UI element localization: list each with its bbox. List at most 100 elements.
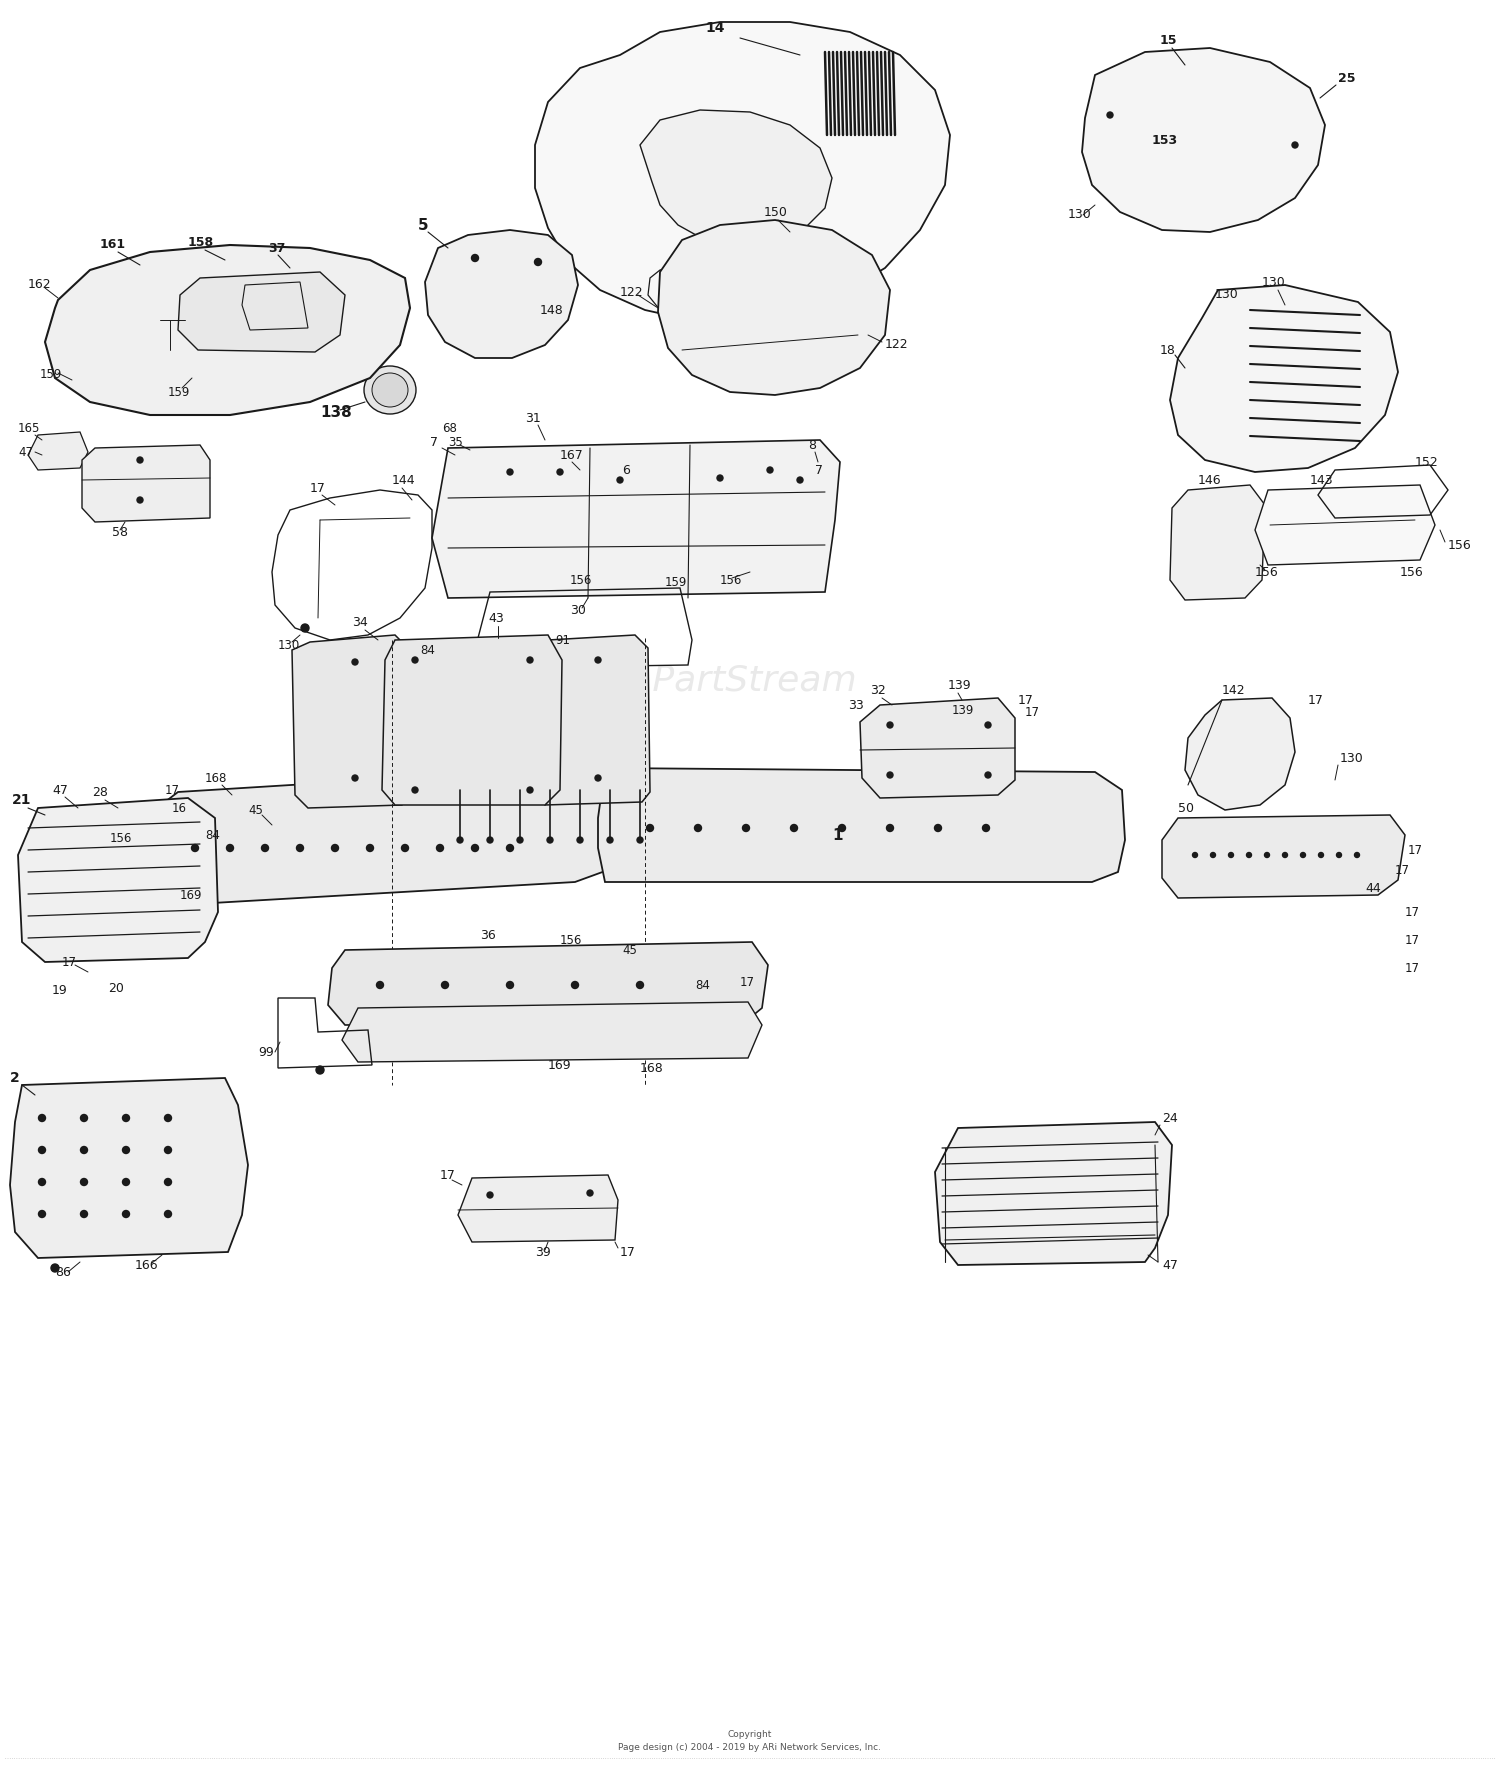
- Text: 17: 17: [440, 1169, 456, 1181]
- Circle shape: [526, 657, 532, 662]
- Circle shape: [352, 659, 358, 664]
- Circle shape: [534, 259, 542, 265]
- Text: 130: 130: [1340, 751, 1364, 764]
- Circle shape: [766, 467, 772, 472]
- Text: 153: 153: [1152, 133, 1178, 146]
- Circle shape: [1228, 852, 1233, 858]
- Polygon shape: [28, 432, 88, 471]
- Text: 139: 139: [948, 678, 972, 691]
- Ellipse shape: [372, 373, 408, 407]
- Circle shape: [717, 474, 723, 481]
- Ellipse shape: [148, 272, 162, 284]
- Text: 25: 25: [1338, 71, 1356, 85]
- Circle shape: [51, 1265, 58, 1272]
- Circle shape: [1210, 852, 1215, 858]
- Text: 15: 15: [1160, 34, 1178, 46]
- Text: 99: 99: [258, 1046, 273, 1058]
- Text: 30: 30: [570, 604, 586, 616]
- Circle shape: [556, 469, 562, 474]
- Circle shape: [796, 478, 802, 483]
- Text: 159: 159: [40, 368, 63, 382]
- Text: 39: 39: [536, 1245, 550, 1259]
- Text: 1: 1: [833, 828, 843, 842]
- Polygon shape: [382, 636, 562, 805]
- Text: 130: 130: [1262, 275, 1286, 288]
- Polygon shape: [1185, 698, 1294, 810]
- Text: 50: 50: [1178, 801, 1194, 815]
- Circle shape: [986, 723, 992, 728]
- Text: 28: 28: [92, 785, 108, 799]
- Text: 91: 91: [555, 634, 570, 646]
- Polygon shape: [1256, 485, 1436, 565]
- Circle shape: [596, 657, 602, 662]
- Circle shape: [507, 469, 513, 474]
- Text: 162: 162: [28, 279, 51, 291]
- Circle shape: [1292, 142, 1298, 147]
- Polygon shape: [658, 220, 890, 394]
- Text: 122: 122: [620, 286, 644, 298]
- Text: 139: 139: [952, 703, 975, 716]
- Text: 86: 86: [56, 1266, 70, 1279]
- Text: 18: 18: [1160, 343, 1176, 357]
- Ellipse shape: [444, 696, 500, 744]
- Text: 161: 161: [100, 238, 126, 252]
- Polygon shape: [178, 272, 345, 352]
- Circle shape: [352, 774, 358, 781]
- Circle shape: [123, 1179, 129, 1186]
- Circle shape: [81, 1179, 87, 1186]
- Text: 68: 68: [442, 421, 458, 435]
- Circle shape: [136, 456, 142, 464]
- Text: 152: 152: [1414, 455, 1438, 469]
- Text: 47: 47: [1162, 1259, 1178, 1272]
- Circle shape: [366, 845, 374, 851]
- Text: 17: 17: [1308, 693, 1324, 707]
- Text: 7: 7: [815, 464, 824, 476]
- Polygon shape: [530, 636, 650, 805]
- Circle shape: [507, 982, 513, 989]
- Circle shape: [81, 1147, 87, 1153]
- Circle shape: [1336, 852, 1341, 858]
- Circle shape: [192, 845, 198, 851]
- Circle shape: [694, 824, 702, 831]
- Polygon shape: [342, 1002, 762, 1062]
- Ellipse shape: [146, 320, 195, 361]
- Text: 7: 7: [430, 435, 438, 449]
- Circle shape: [471, 254, 478, 261]
- Circle shape: [458, 836, 464, 844]
- Text: 17: 17: [740, 975, 754, 989]
- Circle shape: [886, 723, 892, 728]
- Text: 17: 17: [310, 481, 326, 494]
- Text: 130: 130: [1068, 208, 1092, 222]
- Polygon shape: [292, 636, 410, 808]
- Text: 44: 44: [1365, 881, 1380, 895]
- Circle shape: [302, 623, 309, 632]
- Polygon shape: [142, 767, 608, 906]
- Circle shape: [413, 657, 419, 662]
- Circle shape: [578, 836, 584, 844]
- Ellipse shape: [474, 307, 502, 329]
- Circle shape: [136, 497, 142, 503]
- Text: ARi PartStream: ARi PartStream: [582, 662, 858, 696]
- Text: Copyright
Page design (c) 2004 - 2019 by ARi Network Services, Inc.: Copyright Page design (c) 2004 - 2019 by…: [618, 1730, 882, 1751]
- Text: 122: 122: [885, 339, 909, 352]
- Circle shape: [1107, 112, 1113, 117]
- Ellipse shape: [364, 366, 416, 414]
- Circle shape: [1246, 852, 1251, 858]
- Text: 159: 159: [664, 575, 687, 588]
- Polygon shape: [859, 698, 1016, 797]
- Text: 36: 36: [480, 929, 495, 941]
- Text: 17: 17: [1395, 863, 1410, 877]
- Circle shape: [226, 845, 234, 851]
- Circle shape: [586, 1190, 592, 1195]
- Ellipse shape: [470, 247, 540, 298]
- Circle shape: [123, 1115, 129, 1121]
- Text: 17: 17: [62, 955, 76, 968]
- Circle shape: [526, 787, 532, 794]
- Circle shape: [790, 824, 798, 831]
- Text: 84: 84: [206, 828, 220, 842]
- Circle shape: [1264, 852, 1269, 858]
- Text: 24: 24: [1162, 1112, 1178, 1124]
- Polygon shape: [1170, 485, 1264, 600]
- Text: 169: 169: [180, 888, 203, 902]
- Circle shape: [608, 836, 613, 844]
